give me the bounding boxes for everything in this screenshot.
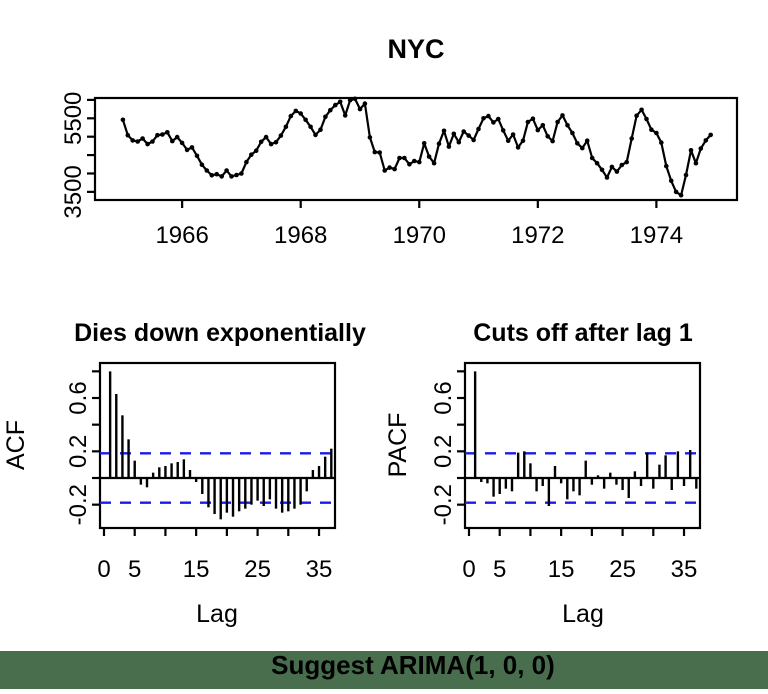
acf-chart-axes: 0 5 15 25 35 0.6 0.2 -0.2 — [65, 361, 337, 583]
x-tick-label: 1968 — [274, 222, 327, 249]
x-tick-label: 5 — [493, 556, 506, 583]
x-tick-label: 15 — [548, 556, 575, 583]
acf-y-axis-title: ACF — [2, 420, 30, 470]
x-tick-label: 1972 — [511, 222, 564, 249]
acf-x-axis-title: Lag — [196, 600, 238, 628]
suggestion-note: Suggest ARIMA(1, 0, 0) — [271, 650, 555, 680]
y-tick-label: 3500 — [60, 165, 87, 218]
nyc-chart-series — [120, 96, 713, 198]
y-tick-label: -0.2 — [430, 484, 457, 525]
pacf-chart-axes: 0 5 15 25 35 0.6 0.2 -0.2 — [430, 361, 702, 583]
pacf-chart-bars — [465, 371, 700, 506]
x-tick-label: 35 — [671, 556, 698, 583]
bottom-banner — [0, 651, 768, 689]
acf-chart-bars — [100, 371, 335, 520]
pacf-chart: Cuts off after lag 1 PACF Lag 0 5 15 25 35 0.… — [384, 319, 702, 628]
x-tick-label: 1974 — [630, 222, 683, 249]
y-tick-label: 0.6 — [65, 381, 92, 414]
y-tick-label: 5500 — [60, 92, 87, 145]
nyc-timeseries-chart: NYC 1966 1968 1970 1972 1974 3500 5500 — [60, 34, 739, 249]
x-tick-label: 0 — [462, 556, 475, 583]
pacf-chart-title: Cuts off after lag 1 — [473, 319, 693, 347]
y-tick-label: 0.2 — [430, 435, 457, 468]
y-tick-label: -0.2 — [65, 484, 92, 525]
x-tick-label: 0 — [97, 556, 110, 583]
pacf-y-axis-title: PACF — [384, 413, 412, 478]
x-tick-label: 25 — [244, 556, 271, 583]
nyc-chart-axes: 1966 1968 1970 1972 1974 3500 5500 — [60, 92, 739, 249]
y-tick-label: 0.2 — [65, 435, 92, 468]
nyc-chart-title: NYC — [387, 34, 444, 64]
x-tick-label: 35 — [306, 556, 333, 583]
x-tick-label: 25 — [609, 556, 636, 583]
acf-chart-title: Dies down exponentially — [74, 319, 366, 347]
y-tick-label: 0.6 — [430, 381, 457, 414]
x-tick-label: 5 — [128, 556, 141, 583]
acf-chart: Dies down exponentially ACF Lag 0 5 15 25 35… — [2, 319, 366, 628]
x-tick-label: 15 — [183, 556, 210, 583]
x-tick-label: 1966 — [155, 222, 208, 249]
x-tick-label: 1970 — [393, 222, 446, 249]
pacf-x-axis-title: Lag — [562, 600, 604, 628]
